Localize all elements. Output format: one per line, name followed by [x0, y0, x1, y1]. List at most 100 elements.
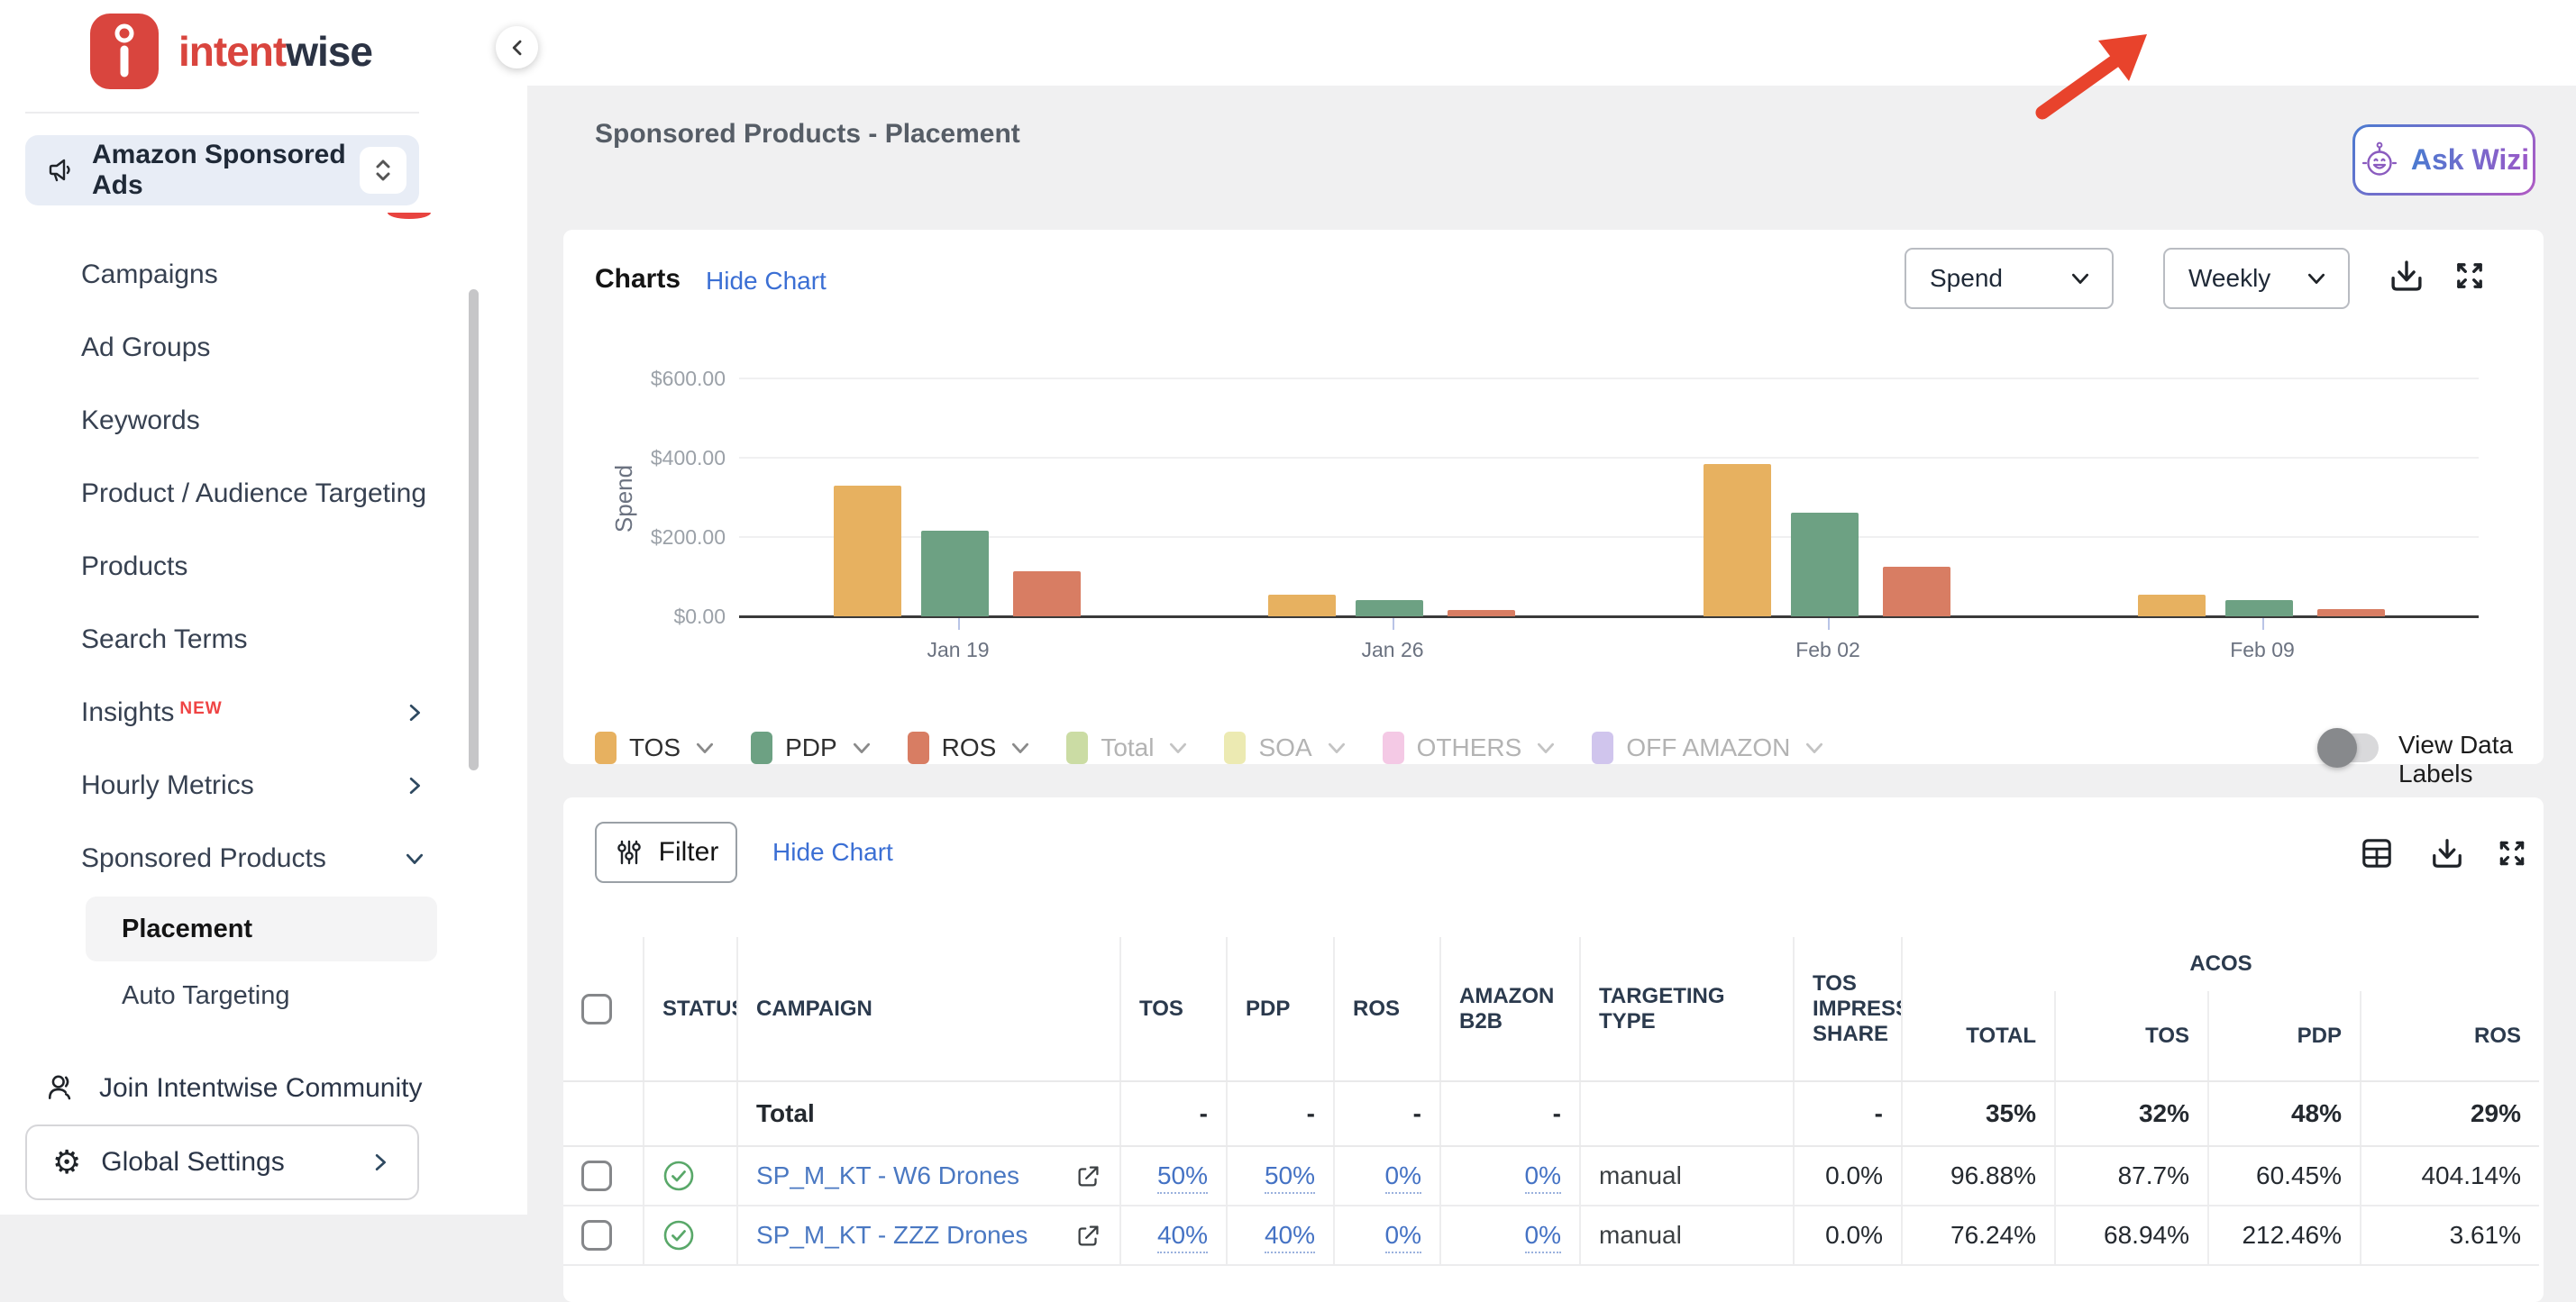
- campaign-link[interactable]: SP_M_KT - ZZZ Drones: [756, 1221, 1028, 1249]
- legend-label: TOS: [629, 733, 681, 761]
- col-header-amazon-b2b[interactable]: AMAZON B2B: [1439, 937, 1580, 1082]
- bar-pdp-feb-02[interactable]: [1791, 512, 1859, 616]
- bar-pdp-jan-26[interactable]: [1356, 600, 1423, 616]
- sidebar-item-products[interactable]: Products: [0, 530, 527, 603]
- sidebar-item-hourly-metrics[interactable]: Hourly Metrics: [0, 749, 527, 822]
- bar-tos-jan-19[interactable]: [834, 485, 901, 616]
- ros-bid-link[interactable]: 0%: [1384, 1161, 1421, 1194]
- hide-chart-link-table[interactable]: Hide Chart: [772, 838, 893, 866]
- spend-bar-chart: $0.00 $200.00 $400.00 $600.00 Jan 19 Jan 26 Fe…: [651, 367, 2479, 661]
- col-header-status[interactable]: STATUS: [643, 937, 737, 1082]
- table-view-button[interactable]: [2357, 833, 2397, 873]
- charts-title: Charts: [595, 264, 681, 294]
- col-header-pdp[interactable]: PDP: [1226, 937, 1334, 1082]
- bar-ros-feb-09[interactable]: [2317, 609, 2385, 616]
- sidebar-scrollbar[interactable]: [469, 289, 479, 770]
- sidebar-item-label: Sponsored Products: [81, 842, 326, 873]
- sidebar-item-product-audience-targeting[interactable]: Product / Audience Targeting: [0, 457, 527, 530]
- sidebar-item-global-settings[interactable]: ⚙ Global Settings: [25, 1124, 419, 1200]
- bar-pdp-jan-19[interactable]: [921, 531, 989, 616]
- col-header-acos-ros[interactable]: ROS: [2359, 991, 2540, 1082]
- legend-item-off-amazon[interactable]: OFF AMAZON: [1592, 732, 1826, 764]
- select-all-header[interactable]: [563, 937, 644, 1082]
- sidebar-item-sponsored-products[interactable]: Sponsored Products: [0, 822, 527, 895]
- sidebar-item-keywords[interactable]: Keywords: [0, 384, 527, 457]
- sidebar-item-label: Keywords: [81, 405, 200, 435]
- pdp-bid-link[interactable]: 40%: [1264, 1221, 1315, 1253]
- hide-chart-link[interactable]: Hide Chart: [706, 267, 827, 295]
- view-data-labels-toggle[interactable]: [2317, 728, 2379, 768]
- chevron-down-icon: [2071, 273, 2089, 284]
- legend-item-total[interactable]: Total: [1066, 732, 1190, 764]
- campaign-link[interactable]: SP_M_KT - W6 Drones: [756, 1161, 1020, 1189]
- chart-download-button[interactable]: [2386, 255, 2427, 296]
- bar-ros-jan-26[interactable]: [1448, 610, 1515, 616]
- legend-item-ros[interactable]: ROS: [907, 732, 1033, 764]
- sidebar-item-insights[interactable]: Insights NEW: [0, 676, 527, 749]
- sidebar-item-community[interactable]: Join Intentwise Community: [0, 1054, 527, 1123]
- col-header-campaign[interactable]: CAMPAIGN: [736, 937, 1120, 1082]
- y-tick-label: $600.00: [650, 367, 726, 390]
- table-expand-button[interactable]: [2492, 833, 2532, 873]
- col-header-targeting-type[interactable]: TARGETING TYPE: [1579, 937, 1794, 1082]
- ros-bid-link[interactable]: 0%: [1384, 1221, 1421, 1253]
- total-select-cell: [563, 1081, 644, 1147]
- sidebar-subitem-auto-targeting[interactable]: Auto Targeting: [122, 980, 290, 1010]
- legend-label: ROS: [941, 733, 997, 761]
- bar-ros-jan-19[interactable]: [1013, 571, 1081, 616]
- col-header-ros[interactable]: ROS: [1333, 937, 1440, 1082]
- product-switcher-icon[interactable]: [360, 147, 406, 194]
- total-acos_pdp: 48%: [2207, 1081, 2361, 1147]
- table-total-row: Total - - - - -35% 32% 48% 29%: [563, 1081, 2540, 1147]
- expand-icon: [2499, 841, 2525, 866]
- b2b-bid-link[interactable]: 0%: [1524, 1221, 1561, 1253]
- b2b-bid-link[interactable]: 0%: [1524, 1161, 1561, 1194]
- metric-select[interactable]: Spend: [1905, 248, 2114, 309]
- sidebar: intentwise Amazon Sponsored Ads Campaign…: [0, 0, 527, 1215]
- bar-tos-feb-09[interactable]: [2138, 594, 2206, 616]
- product-selector[interactable]: Amazon Sponsored Ads: [25, 135, 419, 205]
- row-acos_pdp-cell: 60.45%: [2207, 1146, 2361, 1206]
- col-header-acos-total[interactable]: TOTAL: [1901, 991, 2055, 1082]
- legend-item-soa[interactable]: SOA: [1224, 732, 1347, 764]
- col-header-tos[interactable]: TOS: [1119, 937, 1227, 1082]
- granularity-select[interactable]: Weekly: [2163, 248, 2350, 309]
- ask-wizi-button[interactable]: Ask Wizi: [2352, 124, 2535, 196]
- sidebar-item-campaigns[interactable]: Campaigns: [0, 238, 527, 311]
- legend-item-pdp[interactable]: PDP: [751, 732, 873, 764]
- sidebar-item-label: Search Terms: [81, 624, 248, 654]
- megaphone-icon: [49, 159, 70, 182]
- bar-tos-jan-26[interactable]: [1268, 594, 1336, 616]
- bar-ros-feb-02[interactable]: [1883, 567, 1950, 616]
- row-acos_tos-cell: 87.7%: [2054, 1146, 2208, 1206]
- legend-swatch: [1592, 732, 1614, 764]
- x-tick-label: Jan 19: [927, 638, 990, 661]
- filter-button[interactable]: Filter: [595, 822, 737, 883]
- table-download-button[interactable]: [2427, 833, 2467, 873]
- row-select-cell[interactable]: [563, 1146, 644, 1206]
- y-tick-label: $200.00: [650, 525, 726, 549]
- tos-bid-link[interactable]: 40%: [1156, 1221, 1208, 1253]
- total-tis: -: [1793, 1081, 1902, 1147]
- row-checkbox[interactable]: [581, 993, 612, 1024]
- sidebar-subitem-placement[interactable]: Placement: [86, 897, 437, 961]
- sidebar-divider: [25, 112, 419, 114]
- sidebar-item-ad-groups[interactable]: Ad Groups: [0, 311, 527, 384]
- row-status-cell: [643, 1146, 737, 1206]
- sidebar-item-search-terms[interactable]: Search Terms: [0, 603, 527, 676]
- col-header-acos-pdp[interactable]: PDP: [2207, 991, 2361, 1082]
- bar-tos-feb-02[interactable]: [1704, 463, 1771, 616]
- bar-pdp-feb-09[interactable]: [2225, 599, 2293, 616]
- col-header-tos-impression-share[interactable]: TOS IMPRESSION SHARE: [1793, 937, 1902, 1082]
- pdp-bid-link[interactable]: 50%: [1264, 1161, 1315, 1194]
- chart-expand-button[interactable]: [2449, 255, 2490, 296]
- col-header-acos-tos[interactable]: TOS: [2054, 991, 2208, 1082]
- sidebar-collapse-button[interactable]: [496, 26, 538, 68]
- row-checkbox[interactable]: [581, 1220, 612, 1251]
- chevron-down-icon: [853, 742, 870, 753]
- global-settings-label: Global Settings: [101, 1147, 285, 1177]
- legend-item-tos[interactable]: TOS: [595, 732, 717, 764]
- legend-item-others[interactable]: OTHERS: [1382, 732, 1558, 764]
- tos-bid-link[interactable]: 50%: [1156, 1161, 1208, 1194]
- row-checkbox[interactable]: [581, 1161, 612, 1191]
